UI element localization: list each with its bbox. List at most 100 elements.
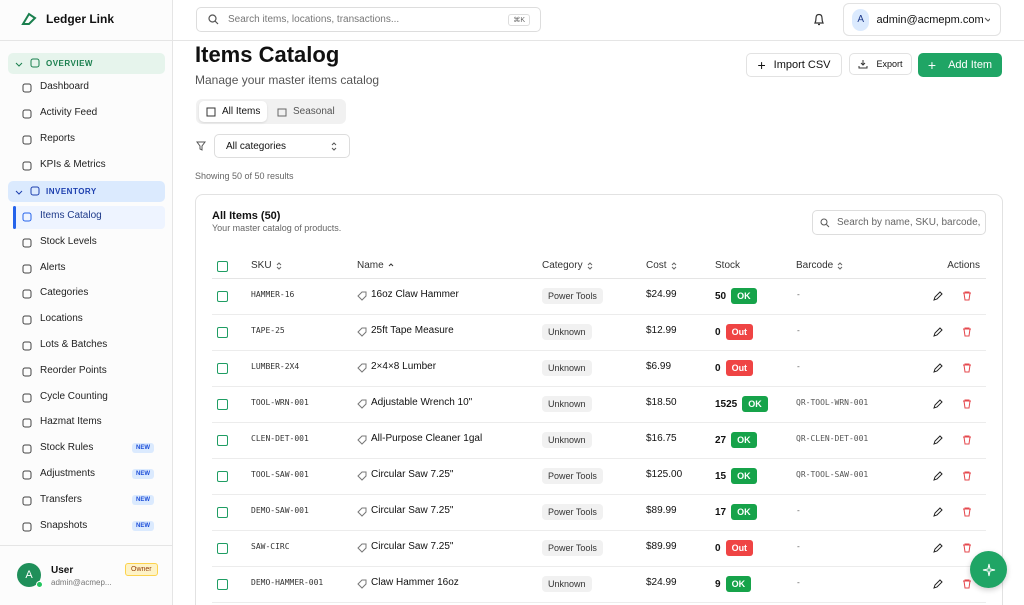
delete-button[interactable]: [962, 507, 972, 517]
divider: [212, 386, 986, 387]
nav-item[interactable]: Alerts: [40, 261, 66, 273]
nav-item[interactable]: Stock Levels: [40, 235, 97, 247]
cost: $24.99: [646, 289, 677, 300]
tab[interactable]: Seasonal: [277, 101, 335, 122]
sku: HAMMER-16: [251, 290, 295, 299]
nav-item[interactable]: KPIs & Metrics: [40, 159, 106, 170]
section-header[interactable]: OVERVIEW: [8, 53, 165, 74]
new-badge: NEW: [132, 443, 154, 454]
category-badge: Power Tools: [542, 504, 603, 520]
table-search[interactable]: Search by name, SKU, barcode,: [812, 210, 986, 235]
delete-button[interactable]: [962, 471, 972, 481]
divider: [212, 530, 986, 531]
edit-button[interactable]: [933, 363, 943, 373]
item-name[interactable]: Claw Hammer 16oz: [371, 577, 459, 588]
category-select[interactable]: All categories: [214, 134, 350, 158]
delete-button[interactable]: [962, 291, 972, 301]
edit-button[interactable]: [933, 543, 943, 553]
column-header: Actions: [947, 260, 980, 271]
nav-item[interactable]: Reports: [40, 133, 76, 144]
nav-item[interactable]: Snapshots: [40, 519, 88, 531]
item-name[interactable]: Adjustable Wrench 10": [371, 397, 473, 408]
global-search[interactable]: Search items, locations, transactions...…: [196, 7, 541, 32]
icon: [22, 418, 32, 428]
nav-item[interactable]: Locations: [40, 313, 83, 325]
edit-button[interactable]: [933, 579, 943, 589]
nav-item[interactable]: Transfers: [40, 493, 82, 505]
sku: LUMBER-2X4: [251, 362, 300, 371]
item-name[interactable]: 2×4×8 Lumber: [371, 361, 437, 372]
column-header[interactable]: Stock: [715, 260, 741, 271]
cost: $18.50: [646, 397, 677, 408]
checkbox[interactable]: [217, 327, 228, 338]
divider: [212, 566, 986, 567]
sparkle-icon: [982, 563, 995, 576]
stock: 0 Out: [715, 324, 754, 340]
sku: DEMO-SAW-001: [251, 506, 309, 515]
checkbox[interactable]: [217, 363, 228, 374]
delete-button[interactable]: [962, 399, 972, 409]
nav-item[interactable]: Activity Feed: [40, 107, 98, 118]
delete-button[interactable]: [962, 543, 972, 553]
delete-button[interactable]: [962, 435, 972, 445]
checkbox[interactable]: [217, 543, 228, 554]
export-button[interactable]: Export: [849, 53, 912, 75]
checkbox[interactable]: [217, 261, 228, 272]
checkbox[interactable]: [217, 435, 228, 446]
nav-item[interactable]: Lots & Batches: [40, 339, 108, 350]
fab[interactable]: [970, 551, 1007, 588]
item-name[interactable]: Circular Saw 7.25": [371, 505, 454, 516]
sku: CLEN-DET-001: [251, 434, 309, 443]
checkbox[interactable]: [217, 579, 228, 590]
cost: $12.99: [646, 325, 677, 336]
user-menu[interactable]: A admin@acmepm.com: [843, 3, 1001, 36]
column-header[interactable]: Category: [542, 260, 583, 271]
icon: [357, 291, 367, 301]
category-badge: Unknown: [542, 432, 592, 448]
tab-active[interactable]: All Items: [199, 101, 267, 122]
nav-item[interactable]: Items Catalog: [40, 210, 102, 221]
column-header[interactable]: SKU: [251, 260, 272, 271]
delete-button[interactable]: [962, 579, 972, 589]
nav-item[interactable]: Adjustments: [40, 468, 96, 479]
nav-item[interactable]: Dashboard: [40, 81, 89, 92]
nav-item[interactable]: Hazmat Items: [40, 416, 102, 428]
checkbox[interactable]: [217, 291, 228, 302]
column-header[interactable]: Barcode: [796, 260, 834, 271]
stock-status: Out: [725, 540, 754, 556]
item-name[interactable]: All-Purpose Cleaner 1gal: [371, 433, 483, 444]
icon: [357, 543, 367, 553]
icon: [22, 83, 32, 93]
nav-item[interactable]: Reorder Points: [40, 364, 107, 376]
checkbox[interactable]: [217, 507, 228, 518]
column-header[interactable]: Cost: [646, 260, 667, 271]
edit-button[interactable]: [933, 291, 943, 301]
search-placeholder: Search items, locations, transactions...: [228, 14, 400, 25]
search-placeholder: Search by name, SKU, barcode,: [837, 217, 981, 228]
column-header[interactable]: Name: [357, 260, 384, 271]
edit-button[interactable]: [933, 471, 943, 481]
bell-icon[interactable]: [813, 13, 825, 26]
delete-button[interactable]: [962, 327, 972, 337]
item-name[interactable]: Circular Saw 7.25": [371, 541, 454, 552]
search-icon: [208, 14, 219, 25]
edit-button[interactable]: [933, 507, 943, 517]
item-name[interactable]: 25ft Tape Measure: [371, 325, 454, 336]
delete-button[interactable]: [962, 363, 972, 373]
checkbox[interactable]: [217, 399, 228, 410]
edit-button[interactable]: [933, 435, 943, 445]
category-badge: Power Tools: [542, 468, 603, 484]
edit-button[interactable]: [933, 327, 943, 337]
item-name[interactable]: Circular Saw 7.25": [371, 469, 454, 480]
nav-item[interactable]: Cycle Counting: [40, 390, 108, 402]
section-header[interactable]: INVENTORY: [8, 181, 165, 202]
add-button[interactable]: + Add Item: [918, 53, 1002, 77]
checkbox[interactable]: [217, 471, 228, 482]
import-button[interactable]: + Import CSV: [746, 53, 842, 77]
page-subtitle: Manage your master items catalog: [195, 73, 380, 87]
edit-button[interactable]: [933, 399, 943, 409]
item-name[interactable]: 16oz Claw Hammer: [371, 289, 459, 300]
stock-qty: 50: [715, 290, 727, 302]
nav-item[interactable]: Categories: [40, 287, 89, 299]
nav-item[interactable]: Stock Rules: [40, 442, 94, 454]
